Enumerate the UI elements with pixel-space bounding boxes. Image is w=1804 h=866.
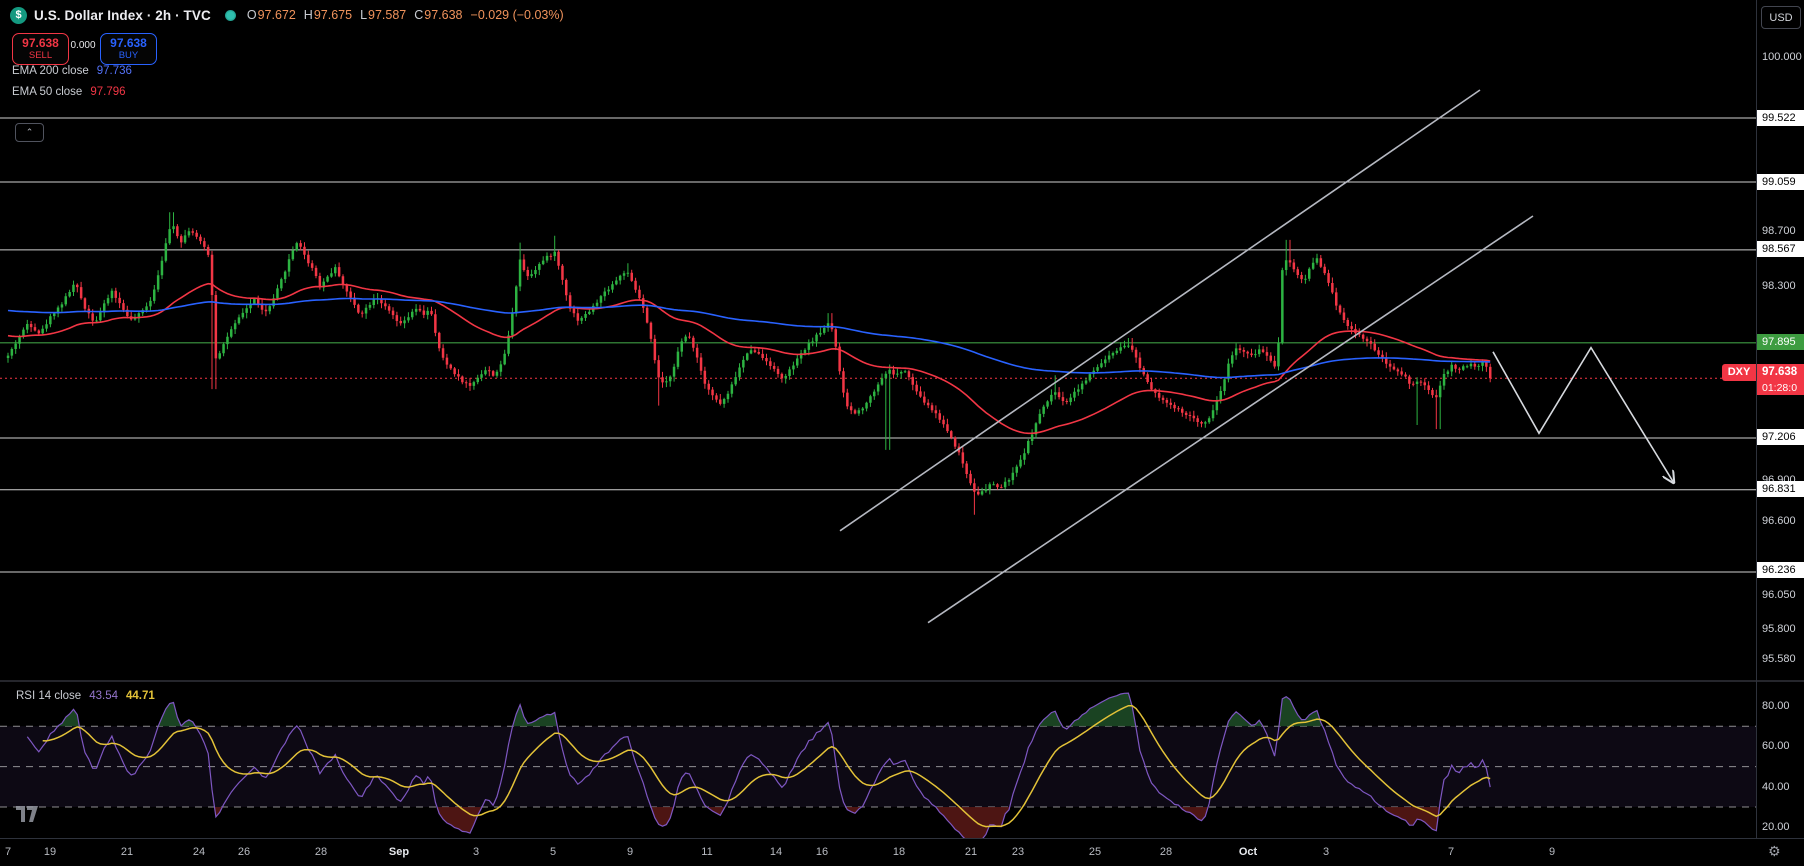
ema200-legend[interactable]: EMA 200 close 97.736 bbox=[12, 65, 132, 77]
time-axis-label: 23 bbox=[1011, 846, 1025, 858]
price-axis-label: 96.600 bbox=[1762, 515, 1796, 527]
time-axis-label: 9 bbox=[1548, 846, 1556, 858]
open-label: O bbox=[246, 8, 257, 22]
ema200-label: EMA 200 close bbox=[12, 65, 89, 77]
rsi-line bbox=[26, 692, 1491, 838]
time-axis-label: Sep bbox=[388, 846, 410, 858]
level-price-label: 96.236 bbox=[1757, 562, 1804, 578]
time-axis-label: 7 bbox=[4, 846, 12, 858]
currency-usd-button[interactable]: USD bbox=[1761, 6, 1801, 29]
time-axis-label: 16 bbox=[815, 846, 829, 858]
spread-value: 0.000 bbox=[70, 40, 96, 51]
time-axis-label: Oct bbox=[1238, 846, 1258, 858]
ema50-legend[interactable]: EMA 50 close 97.796 bbox=[12, 86, 126, 98]
sell-price: 97.638 bbox=[22, 36, 59, 50]
low-value: 97.587 bbox=[368, 8, 407, 22]
time-axis-label: 24 bbox=[192, 846, 206, 858]
rsi-axis-label: 80.00 bbox=[1762, 700, 1790, 712]
rsi-axis-label: 60.00 bbox=[1762, 740, 1790, 752]
close-value: 97.638 bbox=[424, 8, 463, 22]
time-axis-label: 7 bbox=[1447, 846, 1455, 858]
time-axis-label: 25 bbox=[1088, 846, 1102, 858]
level-price-label: 99.522 bbox=[1757, 110, 1804, 126]
rsi-oversold-fill bbox=[214, 807, 1440, 838]
low-label: L bbox=[360, 8, 368, 22]
price-axis-label: 96.050 bbox=[1762, 589, 1796, 601]
current-price-value: 97.638 bbox=[1762, 366, 1798, 378]
time-axis-label: 3 bbox=[472, 846, 480, 858]
price-axis-label: 100.000 bbox=[1762, 51, 1802, 63]
buy-button[interactable]: 97.638 BUY bbox=[100, 33, 157, 65]
rsi-ma-value: 44.71 bbox=[125, 690, 155, 702]
high-label: H bbox=[303, 8, 313, 22]
change-value: −0.029 (−0.03%) bbox=[470, 8, 564, 22]
trendline-1[interactable] bbox=[839, 89, 1481, 532]
rsi-label: RSI 14 close bbox=[16, 690, 82, 702]
market-status-dot-icon bbox=[224, 9, 236, 21]
level-price-label: 97.206 bbox=[1757, 429, 1804, 445]
time-axis-label: 26 bbox=[237, 846, 251, 858]
time-axis-label: 21 bbox=[964, 846, 978, 858]
current-price-label: 97.638 01:28:0 bbox=[1757, 364, 1804, 395]
price-axis-label: 98.300 bbox=[1762, 280, 1796, 292]
candles-layer bbox=[6, 212, 1492, 515]
time-axis-label: 19 bbox=[43, 846, 57, 858]
trendline-2[interactable] bbox=[927, 215, 1534, 624]
price-axis-label: 95.800 bbox=[1762, 623, 1796, 635]
ema50-value: 97.796 bbox=[90, 86, 126, 98]
symbol-logo-icon: $ bbox=[10, 6, 27, 24]
ema50-label: EMA 50 close bbox=[12, 86, 83, 98]
high-value: 97.675 bbox=[313, 8, 353, 22]
tradingview-logo bbox=[16, 806, 38, 822]
rsi-ma-line bbox=[42, 704, 1491, 828]
green-level-label: 97.895 bbox=[1757, 334, 1804, 350]
time-axis-label: 5 bbox=[549, 846, 557, 858]
close-label: C bbox=[414, 8, 424, 22]
ema-50-line bbox=[7, 282, 1491, 435]
axis-settings-icon[interactable]: ⚙ bbox=[1768, 843, 1781, 859]
sell-label: SELL bbox=[28, 50, 53, 61]
time-axis-label: 9 bbox=[626, 846, 634, 858]
dxy-price-tag: DXY bbox=[1722, 364, 1756, 381]
time-axis[interactable]: 7 19 21 24 26 28 Sep 3 5 9 11 14 16 18 21 23 25 28 Oct 3 7 9 bbox=[0, 838, 1804, 866]
ema200-value: 97.736 bbox=[96, 65, 132, 77]
time-axis-label: 28 bbox=[1159, 846, 1173, 858]
buy-price: 97.638 bbox=[110, 36, 147, 50]
time-axis-label: 11 bbox=[701, 846, 713, 858]
time-axis-label: 14 bbox=[769, 846, 783, 858]
symbol-header: $ U.S. Dollar Index · 2h · TVC O 97.672 H… bbox=[10, 4, 564, 26]
open-value: 97.672 bbox=[257, 8, 296, 22]
ohlc-readout: O 97.672 H 97.675 L 97.587 C 97.638 −0.029 (… bbox=[247, 8, 564, 22]
time-axis-label: 28 bbox=[314, 846, 328, 858]
price-axis-label: 98.700 bbox=[1762, 225, 1796, 237]
forecast-zigzag[interactable] bbox=[1492, 346, 1673, 482]
time-axis-label: 18 bbox=[892, 846, 906, 858]
rsi-value: 43.54 bbox=[89, 690, 118, 702]
legend-collapse-button[interactable]: ⌃ bbox=[15, 123, 44, 142]
level-price-label: 98.567 bbox=[1757, 241, 1804, 257]
chevron-up-icon: ⌃ bbox=[25, 127, 34, 137]
rsi-axis-label: 40.00 bbox=[1762, 781, 1790, 793]
sell-button[interactable]: 97.638 SELL bbox=[12, 33, 69, 65]
price-axis-label: 95.580 bbox=[1762, 653, 1796, 665]
bar-countdown: 01:28:0 bbox=[1762, 382, 1798, 394]
ema-200-line bbox=[7, 297, 1491, 379]
time-axis-label: 3 bbox=[1322, 846, 1330, 858]
rsi-axis-label: 20.00 bbox=[1762, 821, 1790, 833]
buy-label: BUY bbox=[118, 50, 139, 61]
level-price-label: 96.831 bbox=[1757, 481, 1804, 497]
level-price-label: 99.059 bbox=[1757, 174, 1804, 190]
rsi-legend[interactable]: RSI 14 close 43.54 44.71 bbox=[16, 690, 155, 702]
time-axis-label: 21 bbox=[120, 846, 134, 858]
price-axis[interactable]: 100.000 98.700 98.300 96.900 96.600 96.050 95.… bbox=[1756, 0, 1804, 838]
symbol-title[interactable]: U.S. Dollar Index · 2h · TVC bbox=[34, 7, 211, 23]
